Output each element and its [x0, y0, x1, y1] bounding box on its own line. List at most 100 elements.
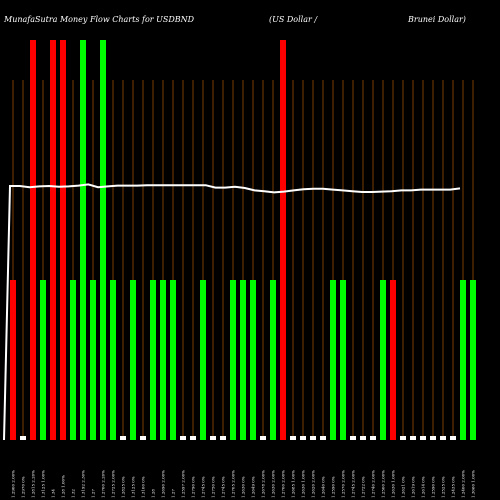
bar-down: [10, 280, 16, 440]
bar-neutral: [400, 436, 406, 440]
x-tick-label: 1.2435 0%: [451, 476, 456, 498]
x-tick-label: 1.28: [151, 489, 156, 498]
bar-up: [170, 280, 176, 440]
x-tick-label: 1.2525 0%: [441, 476, 446, 498]
chart-title-right: Brunei Dollar): [407, 15, 466, 24]
bar-up: [340, 280, 346, 440]
bar-up: [230, 280, 236, 440]
bar-up: [460, 280, 466, 440]
x-tick-label: 1.2400 2.00%: [461, 470, 466, 498]
x-tick-label: 1.2590 0%: [431, 476, 436, 498]
x-tick-label: 1.2705 2.00%: [231, 470, 236, 498]
x-tick-label: 1.32: [71, 489, 76, 498]
bar-up: [80, 40, 86, 440]
bar-down: [30, 40, 36, 440]
chart-title-middle: (US Dollar /: [269, 15, 318, 24]
x-tick-label: 1.28 1.00%: [61, 475, 66, 498]
x-tick-label: 1.2597 2.00%: [181, 470, 186, 498]
x-tick-label: 1.3192 2.30%: [81, 470, 86, 498]
chart-title-left: MunafaSutra Money Flow Charts for USDBND: [3, 15, 195, 24]
x-tick-label: 1.2690 2.00%: [161, 470, 166, 498]
x-tick-label: 1.2685 1.00%: [291, 470, 296, 498]
bar-neutral: [140, 436, 146, 440]
bar-neutral: [290, 436, 296, 440]
bar-neutral: [220, 436, 226, 440]
x-tick-label: 1.2590 0%: [331, 476, 336, 498]
bar-down: [390, 280, 396, 440]
bar-up: [470, 280, 476, 440]
x-tick-label: 1.2745 2.00%: [351, 470, 356, 498]
bar-neutral: [20, 436, 26, 440]
x-tick-label: 1.2740 2.00%: [371, 470, 376, 498]
x-tick-label: 1.2649 0%: [251, 476, 256, 498]
bar-up: [200, 280, 206, 440]
bar-neutral: [210, 436, 216, 440]
x-tick-label: 1.2722 0%: [361, 476, 366, 498]
x-tick-label: 1.2970 0%: [21, 476, 26, 498]
x-tick-label: 1.3125 0%: [131, 476, 136, 498]
bar-up: [100, 40, 106, 440]
bar-neutral: [320, 436, 326, 440]
x-tick-label: 1.2630 1.00%: [301, 470, 306, 498]
money-flow-line-group: [3, 183, 461, 441]
bar-up: [240, 280, 246, 440]
bar-up: [130, 280, 136, 440]
bar-up: [90, 280, 96, 440]
x-tick-label: 1.2745 0%: [201, 476, 206, 498]
bar-neutral: [120, 436, 126, 440]
x-tick-label: 1.3060 1.00%: [471, 470, 476, 498]
x-tick-label: 1.2700 2.00%: [281, 470, 286, 498]
bar-up: [270, 280, 276, 440]
bar-neutral: [310, 436, 316, 440]
bar-neutral: [180, 436, 186, 440]
x-tick-label: 1.2630 0%: [241, 476, 246, 498]
x-tick-label: 1.2825 0%: [121, 476, 126, 498]
x-tick-label: 1.2619 0%: [411, 476, 416, 498]
x-tick-label: 1.2678 2.00%: [261, 470, 266, 498]
x-tick-label: 1.2621 0%: [401, 476, 406, 498]
bar-neutral: [410, 436, 416, 440]
bar-up: [380, 280, 386, 440]
bar-up: [40, 280, 46, 440]
bar-neutral: [190, 436, 196, 440]
x-tick-label: 1.2620 2.00%: [311, 470, 316, 498]
bar-down: [60, 40, 66, 440]
bar-up: [110, 280, 116, 440]
x-tick-labels: 1.2900 2.00% 1.2970 0% 1.2815 2.20% 1.3125 …: [11, 470, 476, 498]
bar-neutral: [430, 436, 436, 440]
x-tick-label: 1.34: [51, 489, 56, 498]
bar-up: [160, 280, 166, 440]
bar-neutral: [440, 436, 446, 440]
x-tick-label: 1.2900 2.00%: [11, 470, 16, 498]
x-tick-label: 1.2570 2.00%: [341, 470, 346, 498]
bar-neutral: [350, 436, 356, 440]
x-tick-label: 1.2630 1.00%: [391, 470, 396, 498]
x-tick-label: 1.27: [171, 489, 176, 498]
x-tick-label: 1.2640 0%: [321, 476, 326, 498]
x-tick-label: 1.2614 0%: [421, 476, 426, 498]
x-tick-label: 1.2790 0%: [191, 476, 196, 498]
bar-neutral: [420, 436, 426, 440]
bar-up: [150, 280, 156, 440]
bar-down: [280, 40, 286, 440]
bar-up: [70, 280, 76, 440]
bar-neutral: [450, 436, 456, 440]
x-tick-label: 1.2815 2.20%: [31, 470, 36, 498]
x-tick-label: 1.3100 0%: [141, 476, 146, 498]
x-tick-label: 1.27: [91, 489, 96, 498]
bar-neutral: [260, 436, 266, 440]
bar-up: [250, 280, 256, 440]
x-tick-label: 1.2630 2.00%: [271, 470, 276, 498]
x-tick-label: 1.2500 2.00%: [381, 470, 386, 498]
bar-down: [50, 40, 56, 440]
bar-neutral: [370, 436, 376, 440]
money-flow-line: [3, 183, 461, 441]
x-tick-label: 1.3125 1.00%: [41, 470, 46, 498]
x-tick-label: 1.2725 2.00%: [111, 470, 116, 498]
x-tick-label: 1.2745 0%: [221, 476, 226, 498]
bars: [10, 40, 476, 440]
x-tick-label: 1.2750 0%: [211, 476, 216, 498]
bar-up: [330, 280, 336, 440]
bar-neutral: [360, 436, 366, 440]
